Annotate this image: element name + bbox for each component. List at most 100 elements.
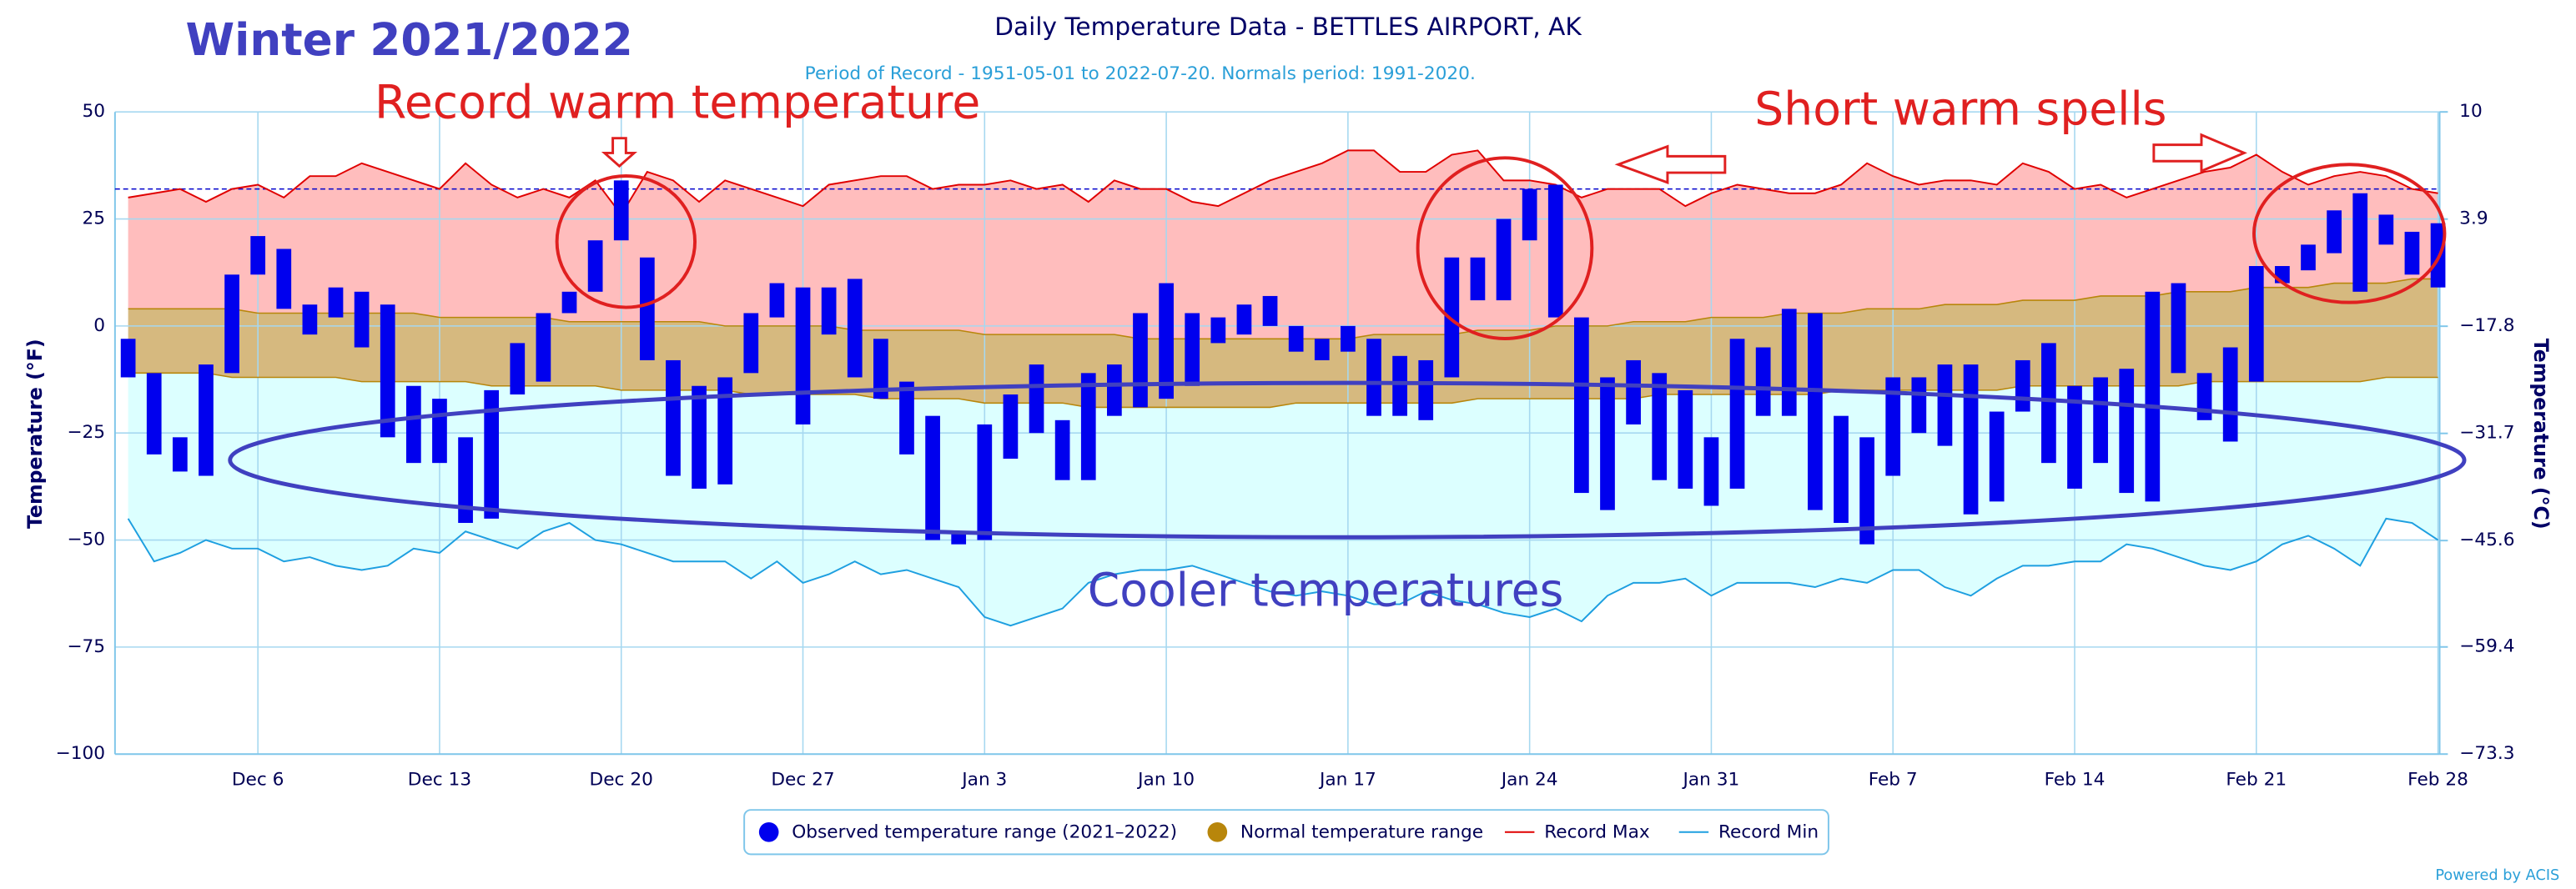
range-bar xyxy=(510,343,526,395)
y-tick-label: 25 xyxy=(82,208,105,229)
record-max-line xyxy=(128,149,2438,217)
range-bar xyxy=(1314,339,1330,360)
range-bar xyxy=(276,249,292,309)
range-bar xyxy=(2404,231,2420,275)
range-bar xyxy=(1107,364,1122,416)
range-bar xyxy=(1341,325,1356,352)
range-bar xyxy=(587,240,603,292)
record-min-line xyxy=(127,517,2439,627)
range-bar xyxy=(1989,411,2005,502)
range-bar xyxy=(2248,266,2264,382)
range-bar xyxy=(172,437,188,472)
highlight-ellipse xyxy=(2252,163,2447,304)
plot-background xyxy=(128,150,2438,626)
range-bar xyxy=(2067,385,2082,489)
range-bar xyxy=(769,283,785,318)
range-bar xyxy=(2378,214,2394,245)
range-bar xyxy=(1755,347,1771,416)
legend-label: Record Max xyxy=(1544,822,1650,843)
range-bar xyxy=(1678,389,1693,489)
record-max-fill xyxy=(128,150,2438,339)
range-bar xyxy=(2196,373,2212,420)
range-bar xyxy=(199,364,214,476)
y-tick-label: 0 xyxy=(93,315,105,336)
range-bar xyxy=(639,257,655,360)
highlight-ellipse xyxy=(1416,156,1594,340)
y-tick-label: 50 xyxy=(82,101,105,122)
range-bar xyxy=(302,304,318,335)
annotation: Cooler temperatures xyxy=(1088,564,1564,617)
range-bar xyxy=(692,385,707,489)
normal-band-fill xyxy=(128,279,2438,408)
legend-label: Record Min xyxy=(1718,822,1819,843)
y2-tick-label: −45.6 xyxy=(2459,530,2514,550)
range-bar xyxy=(536,313,551,382)
range-bar xyxy=(380,304,395,438)
range-bar xyxy=(405,385,421,464)
range-bar xyxy=(795,287,811,424)
range-bar xyxy=(1781,309,1797,416)
arrow xyxy=(601,137,638,168)
x-tick-label: Jan 24 xyxy=(1500,770,1558,791)
range-bar xyxy=(717,377,733,485)
highlight-ellipse xyxy=(555,174,697,309)
y2-tick-label: 10 xyxy=(2459,101,2483,122)
y2-tick-label: −73.3 xyxy=(2459,743,2514,764)
legend: Observed temperature range (2021–2022) No… xyxy=(743,809,1829,856)
range-bar xyxy=(1185,313,1200,386)
range-bar xyxy=(1080,373,1096,480)
range-bar xyxy=(354,291,370,348)
range-bar xyxy=(743,313,759,374)
x-tick-label: Dec 27 xyxy=(771,770,834,791)
range-bar xyxy=(1522,188,1537,241)
range-bar xyxy=(1496,218,1512,301)
legend-label: Normal temperature range xyxy=(1240,822,1483,843)
range-bar xyxy=(1210,317,1226,344)
range-bar xyxy=(1652,373,1668,480)
arrow xyxy=(1614,144,1727,184)
range-bar xyxy=(2222,347,2238,442)
range-bar xyxy=(120,339,136,378)
range-bar xyxy=(847,279,863,378)
annotation: Record warm temperature xyxy=(375,76,980,129)
y2-tick-label: −59.4 xyxy=(2459,636,2514,657)
range-bar xyxy=(1703,437,1719,506)
range-bar xyxy=(1859,437,1874,545)
y-tick-label: −100 xyxy=(56,743,105,764)
range-bar xyxy=(1574,317,1589,494)
range-bar xyxy=(1808,313,1823,510)
annotation: Short warm spells xyxy=(1754,83,2166,136)
range-bar xyxy=(1470,257,1486,301)
range-bar xyxy=(666,359,681,476)
range-bar xyxy=(1159,283,1174,399)
legend-label: Observed temperature range (2021–2022) xyxy=(792,822,1177,843)
range-bar xyxy=(561,291,577,314)
range-bar xyxy=(1262,295,1278,326)
x-tick-label: Dec 13 xyxy=(408,770,471,791)
range-bar xyxy=(873,339,888,399)
y-axis-label: Temperature (°F) xyxy=(23,339,47,529)
range-bar xyxy=(432,399,447,464)
range-bar xyxy=(1626,359,1641,424)
range-bar xyxy=(951,531,967,545)
range-bar xyxy=(1054,419,1070,480)
y2-tick-label: −31.7 xyxy=(2459,423,2514,444)
range-bar xyxy=(1366,339,1381,416)
highlight-ellipse xyxy=(228,380,2467,540)
legend-marker xyxy=(1207,821,1228,842)
range-bar xyxy=(1885,377,1901,476)
x-tick-label: Feb 7 xyxy=(1869,770,1918,791)
range-bar xyxy=(821,287,837,335)
range-bar xyxy=(1029,364,1044,434)
x-tick-label: Jan 10 xyxy=(1136,770,1195,791)
range-bar xyxy=(1600,377,1615,510)
range-bar xyxy=(613,180,629,241)
range-bar xyxy=(250,236,266,275)
y-tick-label: −50 xyxy=(67,530,105,550)
x-tick-label: Jan 3 xyxy=(960,770,1007,791)
range-bar xyxy=(2145,291,2161,502)
labels: −100 −75 −50 −25 0 25 50 −73.3 −59.4 −45.6 −31.7 −1… xyxy=(56,101,2515,791)
y2-axis-label: Temperature (°C) xyxy=(2529,339,2553,530)
range-bar xyxy=(2093,377,2108,464)
